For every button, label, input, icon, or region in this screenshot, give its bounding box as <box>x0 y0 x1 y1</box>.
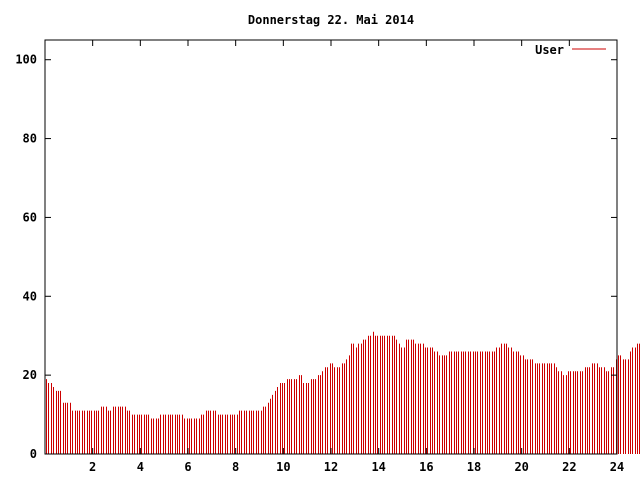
x-tick-label: 8 <box>232 460 239 474</box>
y-tick-label: 80 <box>23 132 37 146</box>
x-tick-label: 10 <box>276 460 290 474</box>
x-tick-label: 22 <box>562 460 576 474</box>
y-tick-label: 20 <box>23 368 37 382</box>
x-tick-label: 4 <box>137 460 144 474</box>
x-tick-label: 2 <box>89 460 96 474</box>
x-tick-label: 20 <box>514 460 528 474</box>
x-tick-label: 6 <box>184 460 191 474</box>
y-tick-label: 40 <box>23 289 37 303</box>
y-tick-label: 100 <box>15 53 37 67</box>
x-tick-label: 12 <box>324 460 338 474</box>
x-tick-label: 18 <box>467 460 481 474</box>
x-tick-label: 14 <box>371 460 385 474</box>
y-tick-label: 0 <box>30 447 37 461</box>
y-tick-label: 60 <box>23 210 37 224</box>
x-tick-label: 16 <box>419 460 433 474</box>
legend-label-user: User <box>535 43 564 57</box>
x-tick-label: 24 <box>610 460 624 474</box>
chart-title: Donnerstag 22. Mai 2014 <box>248 13 414 27</box>
